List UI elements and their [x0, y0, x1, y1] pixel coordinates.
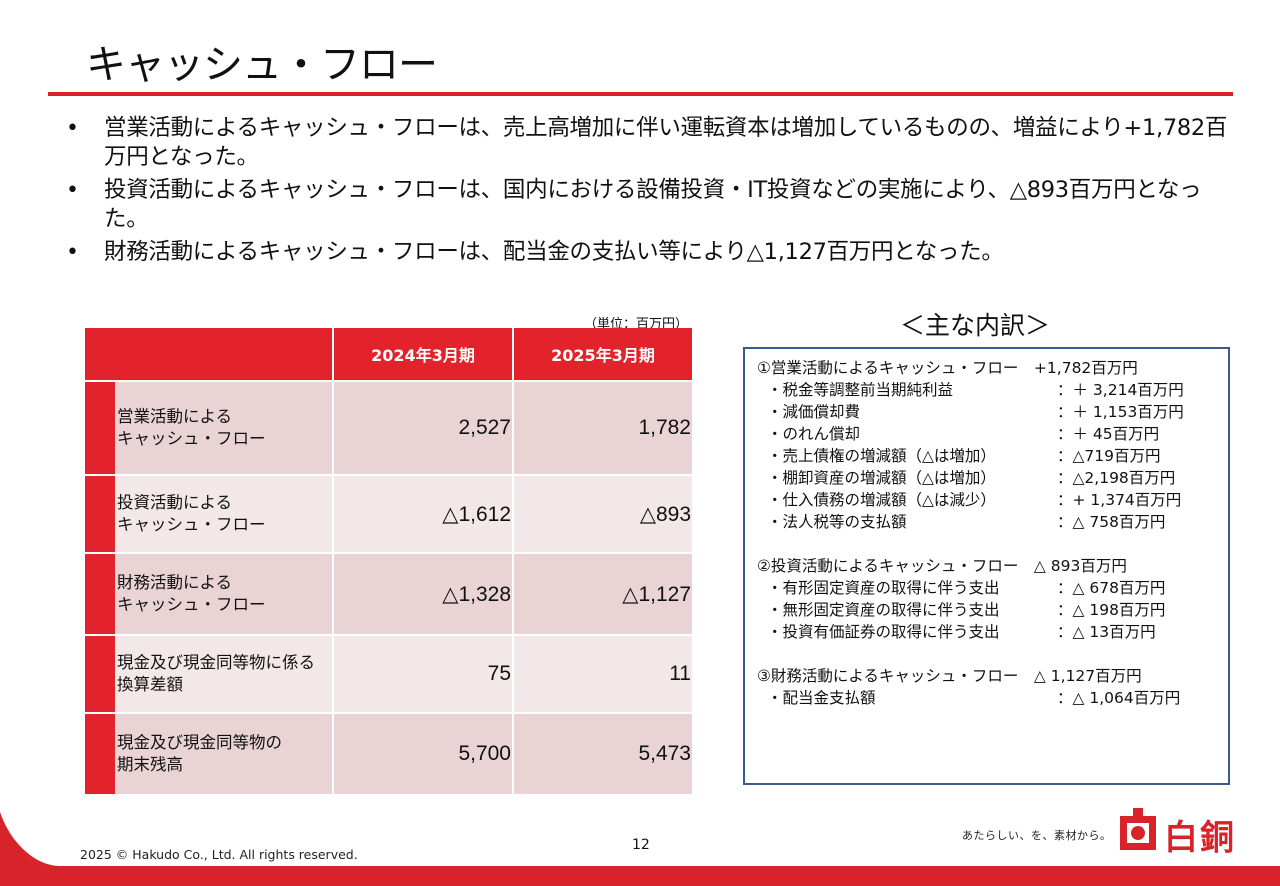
value-2025: △893 [514, 476, 692, 552]
value-2025: 1,782 [514, 382, 692, 474]
value-2024: 5,700 [334, 714, 512, 794]
company-logo-text: 白銅 [1164, 818, 1236, 858]
breakdown-spacer [757, 643, 1216, 665]
bullet-marker: • [66, 178, 79, 203]
row-label: 財務活動による キャッシュ・フロー [115, 554, 332, 634]
row-label: 現金及び現金同等物の 期末残高 [115, 714, 332, 794]
value-2025: 5,473 [514, 714, 692, 794]
breakdown-item: ・無形固定資産の取得に伴う支出 ：△ 198百万円 [767, 601, 1166, 619]
breakdown-heading: ②投資活動によるキャッシュ・フロー △ 893百万円 [757, 557, 1127, 575]
breakdown-heading: ③財務活動によるキャッシュ・フロー △ 1,127百万円 [757, 667, 1142, 685]
summary-bullets: • 営業活動によるキャッシュ・フローは、売上高増加に伴い運転資本は増加しているもの… [64, 114, 1244, 271]
breakdown-title: ＜主な内訳＞ [900, 311, 1051, 340]
bullet-text: 営業活動によるキャッシュ・フローは、売上高増加に伴い運転資本は増加しているものの… [104, 115, 1228, 170]
bullet-item: • 営業活動によるキャッシュ・フローは、売上高増加に伴い運転資本は増加しているもの… [64, 114, 1244, 172]
bullet-text: 投資活動によるキャッシュ・フローは、国内における設備投資・IT投資などの実施によ… [104, 177, 1202, 232]
breakdown-item: ・投資有価証券の取得に伴う支出 ：△ 13百万円 [767, 623, 1156, 641]
breakdown-item: ・減価償却費 ：＋ 1,153百万円 [767, 403, 1184, 421]
breakdown-heading: ①営業活動によるキャッシュ・フロー +1,782百万円 [757, 359, 1138, 377]
footer-curve-decoration [0, 812, 60, 872]
bullet-text: 財務活動によるキャッシュ・フローは、配当金の支払い等により△1,127百万円とな… [104, 239, 1004, 265]
breakdown-spacer [757, 533, 1216, 555]
company-logo-icon [1120, 808, 1156, 850]
row-accent-bar [85, 476, 115, 552]
title-divider [48, 92, 1233, 96]
table-row: 現金及び現金同等物の 期末残高 5,700 5,473 [85, 714, 692, 794]
value-2024: 2,527 [334, 382, 512, 474]
row-label: 現金及び現金同等物に係る 換算差額 [115, 636, 332, 712]
bullet-item: • 投資活動によるキャッシュ・フローは、国内における設備投資・IT投資などの実施に… [64, 176, 1244, 234]
cash-flow-table: 2024年3月期 2025年3月期 営業活動による キャッシュ・フロー 2,527… [85, 328, 692, 794]
breakdown-item: ・配当金支払額 ：△ 1,064百万円 [767, 689, 1181, 707]
footer-band [0, 866, 1280, 886]
bullet-item: • 財務活動によるキャッシュ・フローは、配当金の支払い等により△1,127百万円と… [64, 238, 1244, 267]
row-accent-bar [85, 382, 115, 474]
breakdown-item: ・棚卸資産の増減額（△は増加） ：△2,198百万円 [767, 469, 1176, 487]
breakdown-item: ・仕入債務の増減額（△は減少） ：+ 1,374百万円 [767, 491, 1182, 509]
value-2024: △1,612 [334, 476, 512, 552]
row-accent-bar [85, 554, 115, 634]
table-row: 投資活動による キャッシュ・フロー △1,612 △893 [85, 476, 692, 552]
bullet-marker: • [66, 240, 79, 265]
copyright-text: 2025 © Hakudo Co., Ltd. All rights reser… [80, 847, 358, 862]
table-header-blank [85, 328, 332, 380]
table-row: 財務活動による キャッシュ・フロー △1,328 △1,127 [85, 554, 692, 634]
row-accent-bar [85, 714, 115, 794]
table-header-2025: 2025年3月期 [514, 328, 692, 380]
brand-tagline: あたらしい、を、素材から。 [962, 829, 1112, 842]
row-label: 投資活動による キャッシュ・フロー [115, 476, 332, 552]
value-2025: 11 [514, 636, 692, 712]
breakdown-item: ・売上債権の増減額（△は増加） ：△719百万円 [767, 447, 1161, 465]
value-2024: △1,328 [334, 554, 512, 634]
row-accent-bar [85, 636, 115, 712]
breakdown-box: ①営業活動によるキャッシュ・フロー +1,782百万円 ・税金等調整前当期純利益… [743, 347, 1230, 785]
breakdown-item: ・法人税等の支払額 ：△ 758百万円 [767, 513, 1166, 531]
row-label: 営業活動による キャッシュ・フロー [115, 382, 332, 474]
breakdown-item: ・税金等調整前当期純利益 ：＋ 3,214百万円 [767, 381, 1184, 399]
table-row: 営業活動による キャッシュ・フロー 2,527 1,782 [85, 382, 692, 474]
table-row: 現金及び現金同等物に係る 換算差額 75 11 [85, 636, 692, 712]
page-number: 12 [632, 837, 650, 853]
table-header-2024: 2024年3月期 [334, 328, 512, 380]
value-2025: △1,127 [514, 554, 692, 634]
value-2024: 75 [334, 636, 512, 712]
breakdown-item: ・のれん償却 ：＋ 45百万円 [767, 425, 1160, 443]
breakdown-item: ・有形固定資産の取得に伴う支出 ：△ 678百万円 [767, 579, 1166, 597]
bullet-marker: • [66, 116, 79, 141]
page-title: キャッシュ・フロー [86, 42, 438, 88]
